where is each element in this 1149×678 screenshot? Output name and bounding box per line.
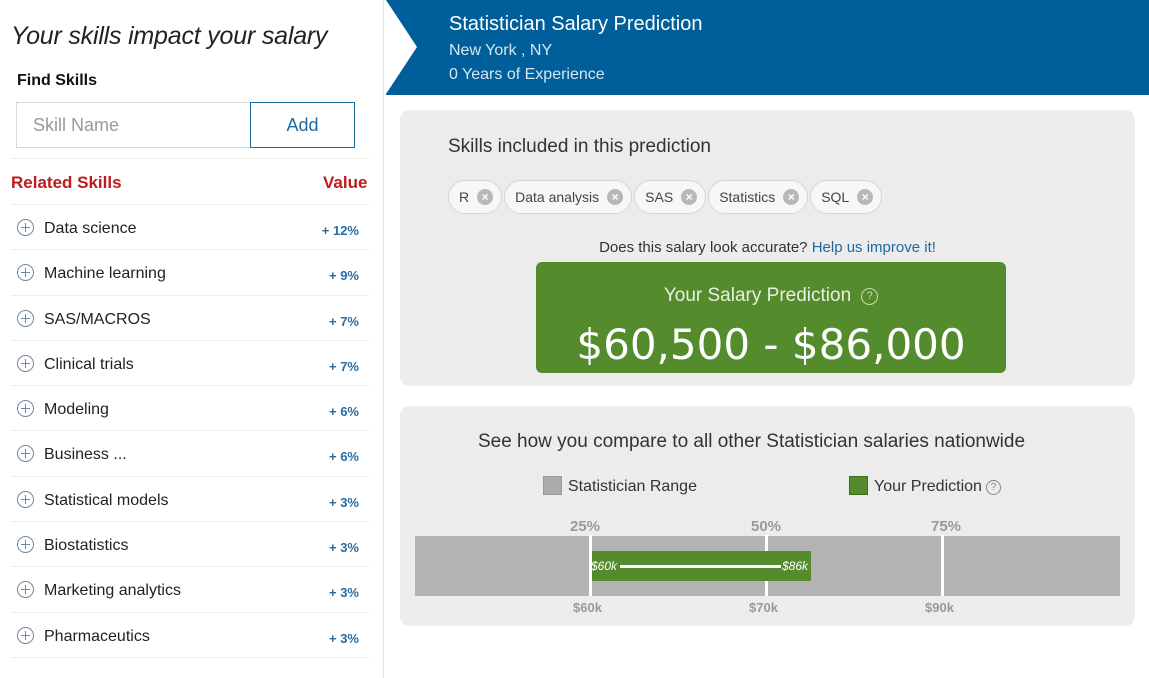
prediction-range-line bbox=[620, 565, 781, 568]
skills-panel: Your skills impact your salary Find Skil… bbox=[0, 0, 384, 678]
percentile-line bbox=[589, 535, 592, 596]
percentile-label: 75% bbox=[931, 518, 962, 535]
skill-value: + 9% bbox=[329, 268, 359, 284]
add-circle-icon[interactable] bbox=[17, 354, 34, 372]
skill-value: + 6% bbox=[329, 449, 359, 465]
add-circle-icon[interactable] bbox=[17, 536, 34, 554]
help-icon[interactable]: ? bbox=[861, 288, 879, 305]
skill-name: Clinical trials bbox=[44, 355, 134, 373]
skill-row[interactable]: Marketing analytics + 3% bbox=[11, 567, 369, 613]
skill-value: + 7% bbox=[329, 358, 359, 374]
add-skill-button[interactable]: Add bbox=[250, 102, 355, 148]
value-header: Value bbox=[323, 173, 368, 192]
add-circle-icon[interactable] bbox=[17, 445, 34, 463]
divider bbox=[11, 158, 369, 159]
percentile-label: 50% bbox=[751, 518, 782, 535]
salary-prediction-label: Your Salary Prediction? bbox=[536, 285, 1006, 307]
percentile-line bbox=[941, 535, 944, 596]
skill-chip: SQL × bbox=[810, 180, 883, 214]
add-circle-icon[interactable] bbox=[17, 400, 34, 418]
skill-value: + 3% bbox=[329, 494, 359, 510]
add-circle-icon[interactable] bbox=[17, 581, 34, 599]
skill-name: Modeling bbox=[44, 401, 109, 419]
page-title: Statistician Salary Prediction bbox=[449, 13, 703, 35]
add-circle-icon[interactable] bbox=[17, 490, 34, 508]
chip-label: SQL bbox=[821, 189, 850, 205]
skill-name: Statistical models bbox=[44, 491, 169, 509]
salary-tick: $90k bbox=[925, 600, 954, 615]
skill-chip: Statistics × bbox=[708, 180, 809, 214]
skill-name: Pharmaceutics bbox=[44, 627, 150, 645]
help-icon[interactable]: ? bbox=[985, 480, 1001, 495]
header-arrow-icon bbox=[386, 0, 417, 94]
chip-label: SAS bbox=[645, 189, 674, 205]
skill-value: + 3% bbox=[329, 630, 359, 646]
remove-icon[interactable]: × bbox=[681, 189, 698, 205]
skill-row[interactable]: Biostatistics + 3% bbox=[11, 522, 369, 568]
skill-name: Business ... bbox=[44, 446, 127, 464]
add-circle-icon[interactable] bbox=[17, 309, 34, 327]
chip-label: R bbox=[459, 189, 470, 205]
experience-text: 0 Years of Experience bbox=[449, 66, 605, 83]
find-skills-label: Find Skills bbox=[17, 72, 98, 89]
remove-icon[interactable]: × bbox=[607, 189, 624, 205]
accuracy-prompt: Does this salary look accurate? Help us … bbox=[400, 239, 1135, 256]
add-circle-icon[interactable] bbox=[17, 626, 34, 644]
chip-label: Data analysis bbox=[515, 189, 600, 205]
prediction-legend-label: Your Prediction bbox=[874, 478, 982, 495]
skill-value: + 12% bbox=[321, 223, 359, 238]
salary-tick: $60k bbox=[573, 600, 602, 615]
skill-name: Marketing analytics bbox=[44, 582, 181, 600]
prediction-card: Skills included in this prediction R × Da… bbox=[400, 110, 1135, 386]
salary-prediction-box: Your Salary Prediction? $60,500 - $86,00… bbox=[536, 262, 1006, 373]
prediction-low-label: $60k bbox=[591, 559, 618, 573]
skill-row[interactable]: Data science + 12% bbox=[11, 205, 369, 251]
skills-panel-title: Your skills impact your salary bbox=[11, 22, 328, 50]
skill-chip: SAS × bbox=[634, 180, 707, 214]
salary-prediction-label-text: Your Salary Prediction bbox=[663, 285, 852, 306]
comparison-card: See how you compare to all other Statist… bbox=[400, 406, 1135, 626]
skill-row[interactable]: Business ... + 6% bbox=[11, 431, 369, 477]
related-skills-list: Data science + 12% Machine learning + 9% S… bbox=[11, 204, 369, 658]
range-legend-swatch bbox=[543, 476, 562, 495]
skill-row[interactable]: SAS/MACROS + 7% bbox=[11, 296, 369, 341]
skill-value: + 3% bbox=[329, 540, 359, 556]
remove-icon[interactable]: × bbox=[477, 189, 494, 205]
skill-name: Biostatistics bbox=[44, 537, 129, 555]
remove-icon[interactable]: × bbox=[783, 189, 800, 205]
percentile-label: 25% bbox=[570, 518, 601, 535]
prediction-high-label: $86k bbox=[782, 559, 809, 573]
skill-row[interactable]: Modeling + 6% bbox=[11, 386, 369, 432]
skill-name: SAS/MACROS bbox=[44, 310, 151, 328]
prediction-legend: Your Prediction? bbox=[874, 478, 1001, 496]
salary-tick: $70k bbox=[749, 600, 778, 615]
related-skills-header: Related Skills bbox=[11, 173, 122, 192]
skill-row[interactable]: Machine learning + 9% bbox=[11, 250, 369, 296]
salary-prediction-value: $60,500 - $86,000 bbox=[576, 320, 966, 369]
skill-chip: Data analysis × bbox=[504, 180, 633, 214]
improve-link[interactable]: Help us improve it! bbox=[811, 239, 936, 256]
skill-value: + 3% bbox=[329, 585, 359, 601]
skill-value: + 6% bbox=[329, 404, 359, 420]
skill-chips: R × Data analysis × SAS × Statistics × SQL × bbox=[448, 180, 883, 214]
prediction-legend-swatch bbox=[849, 476, 868, 495]
range-legend-label: Statistician Range bbox=[568, 478, 697, 495]
comparison-title: See how you compare to all other Statist… bbox=[477, 431, 1026, 452]
location-text: New York , NY bbox=[449, 42, 553, 59]
skill-row[interactable]: Statistical models + 3% bbox=[11, 477, 369, 523]
prediction-header bbox=[386, 0, 1149, 95]
skill-chip: R × bbox=[448, 180, 503, 214]
skill-search-input[interactable] bbox=[16, 102, 251, 148]
add-circle-icon[interactable] bbox=[17, 264, 34, 282]
accuracy-text: Does this salary look accurate? bbox=[599, 239, 808, 256]
chip-label: Statistics bbox=[719, 189, 776, 205]
skill-value: + 7% bbox=[329, 313, 359, 329]
skill-row[interactable]: Pharmaceutics + 3% bbox=[11, 613, 369, 658]
skill-name: Machine learning bbox=[44, 265, 166, 283]
skill-row[interactable]: Clinical trials + 7% bbox=[11, 341, 369, 387]
add-circle-icon[interactable] bbox=[17, 219, 34, 236]
skills-included-title: Skills included in this prediction bbox=[448, 136, 711, 157]
remove-icon[interactable]: × bbox=[857, 189, 874, 205]
skill-name: Data science bbox=[44, 220, 137, 237]
